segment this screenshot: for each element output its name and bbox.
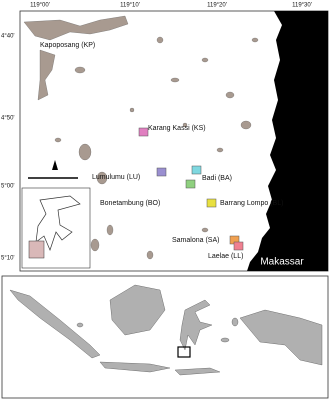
latitude-label: 5°00' <box>1 184 15 190</box>
longitude-label: 119°20' <box>207 3 227 9</box>
site-label: Kapoposang (KP) <box>40 42 95 49</box>
scale-bar <box>28 160 78 179</box>
site-label: Lumulumu (LU) <box>92 174 140 181</box>
site-label: Bonetambung (BO) <box>100 200 160 207</box>
site-label: Barrang Lompo (BL) <box>220 200 283 207</box>
longitude-label: 119°30' <box>292 3 312 9</box>
site-label: Laelae (LL) <box>208 253 243 260</box>
site-label: Badi (BA) <box>202 175 232 182</box>
site-marker <box>185 179 196 189</box>
inset-sulawesi <box>35 195 81 251</box>
site-marker <box>233 241 244 251</box>
site-label: Karang Kassi (KS) <box>148 125 206 132</box>
site-label: Samalona (SA) <box>172 237 219 244</box>
indonesia-frame <box>1 275 329 399</box>
latitude-label: 4°40' <box>1 34 15 40</box>
longitude-label: 119°00' <box>30 3 50 9</box>
city-label: Makassar <box>260 257 304 268</box>
site-marker <box>206 198 217 208</box>
latitude-label: 5°10' <box>1 256 15 262</box>
inset-extent <box>28 240 45 259</box>
longitude-label: 119°10' <box>120 3 140 9</box>
mainland <box>247 11 328 271</box>
site-marker <box>156 167 167 177</box>
site-marker <box>138 127 149 137</box>
site-marker <box>191 165 202 175</box>
study-area-box <box>177 346 191 358</box>
indonesia <box>9 284 323 376</box>
islands <box>23 15 259 260</box>
latitude-label: 4°50' <box>1 116 15 122</box>
